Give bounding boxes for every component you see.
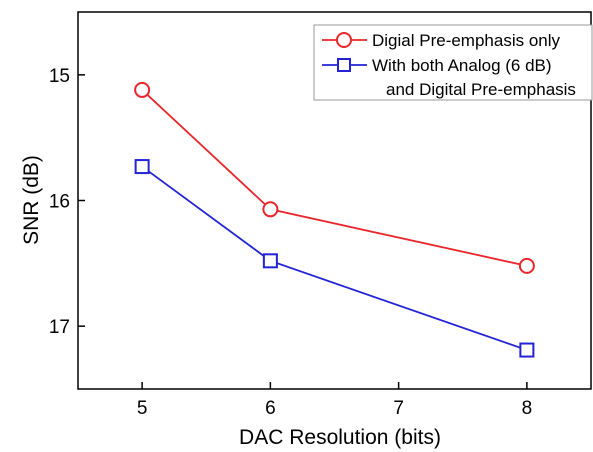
series-2-point-1 [262,253,278,269]
x-tick-label-3: 8 [522,398,533,419]
x-axis-ticks: 5 6 7 8 [137,382,532,419]
series-1-point-1 [262,201,279,218]
legend-swatch-marker-2 [337,58,351,72]
y-tick-label-1: 16 [49,192,70,213]
legend-label-2-line2: and Digital Pre-emphasis [386,80,576,99]
x-tick-label-2: 7 [393,398,404,419]
x-axis-title: DAC Resolution (bits) [239,426,441,449]
legend-swatch-marker-1 [336,32,352,48]
y-axis-title: SNR (dB) [20,155,43,245]
series-layer [134,81,535,358]
series-2-line [141,165,528,351]
legend-label-1: Digial Pre-emphasis only [372,31,561,50]
y-axis-ticks: 15 16 17 [49,66,85,338]
series-1 [134,81,535,274]
x-tick-label-0: 5 [137,398,148,419]
x-tick-label-1: 6 [265,398,276,419]
legend: Digial Pre-emphasis only With both Analo… [313,24,593,101]
series-2 [134,159,535,358]
series-1-point-2 [518,257,535,274]
series-2-point-2 [519,342,535,358]
y-tick-label-0: 15 [49,66,70,87]
legend-label-2: With both Analog (6 dB) [372,56,552,75]
series-1-line [141,89,528,267]
series-2-point-0 [134,159,150,175]
legend-box [313,24,593,101]
series-1-point-0 [134,81,151,98]
y-tick-label-2: 17 [49,317,70,338]
